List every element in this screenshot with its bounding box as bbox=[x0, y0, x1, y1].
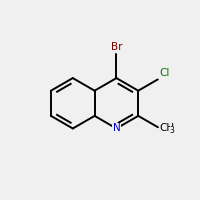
Text: Br: Br bbox=[111, 42, 122, 52]
Text: CH: CH bbox=[159, 123, 174, 133]
Text: Cl: Cl bbox=[159, 68, 169, 78]
Text: N: N bbox=[113, 123, 120, 133]
Text: 3: 3 bbox=[170, 126, 174, 135]
